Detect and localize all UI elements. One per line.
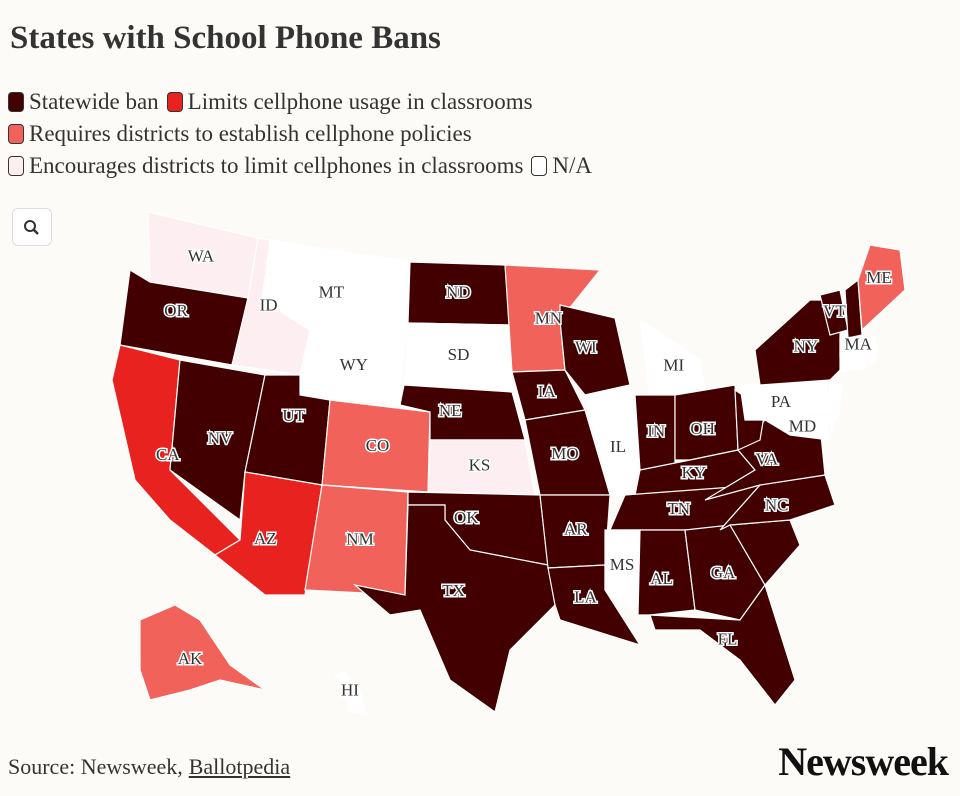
state	[649, 583, 796, 706]
state	[334, 671, 366, 713]
state	[839, 353, 866, 373]
state-label: UT	[282, 406, 305, 425]
state-label: MS	[610, 555, 635, 574]
legend-swatch	[166, 92, 183, 112]
state	[584, 384, 641, 496]
state-label: AK	[178, 649, 203, 668]
legend-swatch	[531, 156, 548, 176]
state-label: WA	[188, 246, 215, 265]
state-label: AR	[564, 520, 588, 539]
source: Source: Newsweek, Ballotpedia	[8, 754, 290, 780]
state	[139, 604, 266, 701]
state-label: VT	[823, 301, 846, 320]
state-label: LA	[574, 588, 597, 607]
legend-item: N/A	[531, 150, 592, 182]
state	[352, 504, 556, 714]
state-label: KY	[682, 463, 707, 482]
legend-swatch	[8, 92, 24, 112]
state-label: TN	[667, 499, 690, 518]
state-label: IL	[610, 437, 626, 456]
state-label: ID	[260, 295, 278, 314]
state-label: MI	[663, 356, 684, 375]
legend-swatch	[8, 156, 24, 176]
state-label: VA	[756, 450, 779, 469]
state-label: PA	[771, 392, 792, 411]
state	[823, 410, 836, 436]
legend-label: Encourages districts to limit cellphones…	[29, 153, 524, 178]
legend-label: Requires districts to establish cellphon…	[29, 121, 472, 146]
state-label: OK	[454, 508, 479, 527]
legend-item: Limits cellphone usage in classrooms	[166, 86, 533, 118]
state-label: MT	[319, 282, 345, 301]
state-label: OH	[690, 419, 715, 438]
legend-item: Statewide ban	[8, 86, 159, 118]
state-label: NC	[765, 496, 789, 515]
state	[169, 359, 266, 522]
legend-item: Encourages districts to limit cellphones…	[8, 150, 523, 182]
state-label: HI	[341, 681, 359, 700]
state-label: FL	[718, 630, 738, 649]
title: States with School Phone Bans	[10, 20, 441, 56]
state-label: WY	[340, 355, 368, 374]
state-label: KS	[469, 456, 491, 475]
state-label: NV	[208, 428, 233, 447]
state	[844, 278, 863, 339]
state	[637, 529, 696, 616]
state-label: ND	[446, 283, 471, 302]
state-label: WI	[575, 338, 597, 357]
legend: Statewide ban Limits cellphone usage in c…	[8, 86, 728, 182]
state-label: CO	[366, 436, 390, 455]
state	[827, 379, 843, 422]
state	[754, 299, 841, 386]
legend-label: Statewide ban	[29, 89, 159, 114]
state-label: IA	[538, 382, 557, 401]
state-label: MA	[845, 334, 873, 353]
state-label: IN	[647, 421, 665, 440]
legend-swatch	[8, 124, 24, 144]
state-label: OR	[164, 301, 188, 320]
state	[864, 351, 876, 363]
source-text: Source: Newsweek,	[8, 754, 183, 779]
state-label: NE	[439, 401, 462, 420]
state	[763, 414, 831, 441]
state	[857, 244, 906, 332]
source-link[interactable]: Ballotpedia	[188, 754, 291, 779]
logo: Newsweek	[778, 739, 949, 784]
search-button[interactable]	[12, 208, 52, 246]
state-label: SD	[448, 345, 470, 364]
state-label: MD	[789, 416, 816, 435]
state-label: TX	[442, 581, 465, 600]
state	[839, 335, 879, 357]
legend-item: Requires districts to establish cellphon…	[8, 118, 472, 150]
state-label: AZ	[254, 529, 277, 548]
state-label: CA	[156, 445, 180, 464]
state-label: MN	[535, 308, 562, 327]
state-label: MO	[551, 444, 578, 463]
state-label: GA	[711, 563, 736, 582]
search-icon	[24, 220, 39, 235]
state-label: ME	[866, 268, 892, 287]
state-label: AL	[650, 569, 673, 588]
legend-label: N/A	[552, 153, 593, 178]
legend-label: Limits cellphone usage in classrooms	[187, 89, 533, 114]
state-label: NY	[794, 336, 819, 355]
state-label: NM	[346, 529, 373, 548]
